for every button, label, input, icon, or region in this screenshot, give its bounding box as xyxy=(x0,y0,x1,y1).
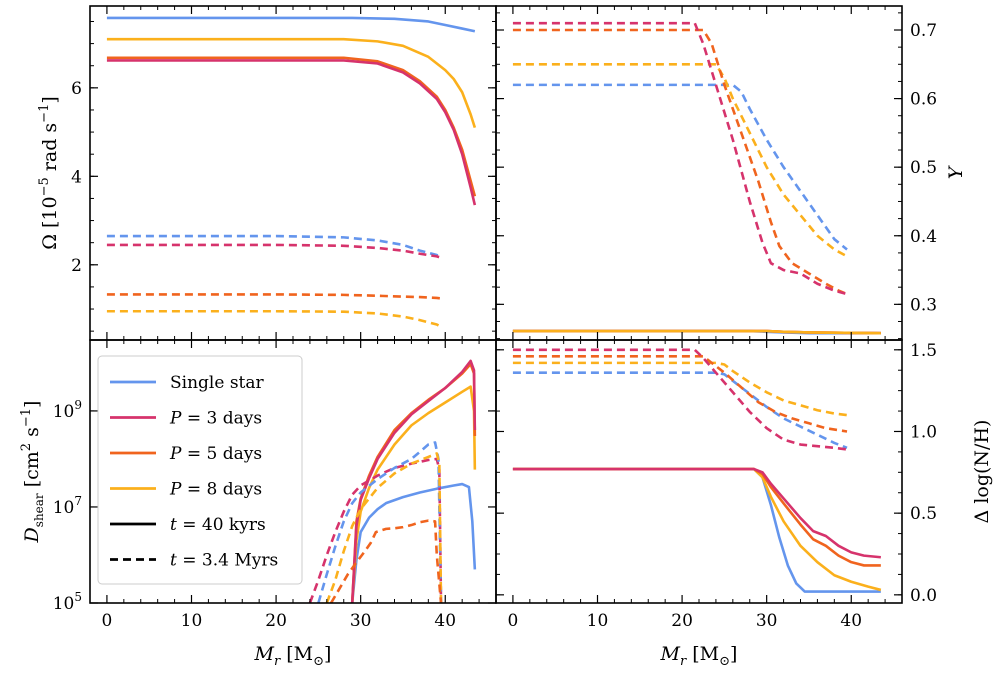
omega-frame xyxy=(89,5,497,341)
dshear-line-p3-solid xyxy=(350,359,477,603)
omega-line-p3-dashed xyxy=(106,243,442,259)
helium-ytick-label: 0.5 xyxy=(910,158,937,178)
dshear-xtick-label: 20 xyxy=(265,611,287,631)
nitrogen-xtick-label: 20 xyxy=(671,611,693,631)
dshear-line-single-solid xyxy=(350,482,477,603)
dshear-series-group xyxy=(308,359,477,603)
helium-line-p3-dashed xyxy=(512,21,848,296)
legend-label-0: Single star xyxy=(170,373,265,393)
dshear-line-p8-dashed xyxy=(325,452,443,603)
panel-nitrogen: 0 10 20 30 40 0.0 0.5 1.0 1.5 xyxy=(495,339,937,631)
dshear-xtick-label: 40 xyxy=(434,611,456,631)
omega-line-p3-solid xyxy=(106,59,477,206)
helium-series-group xyxy=(512,21,881,335)
nitrogen-ylabel: Δ log(N/H) xyxy=(971,420,993,524)
helium-line-p5-dashed xyxy=(512,28,848,296)
dshear-line-single-dashed xyxy=(317,441,443,603)
nitrogen-line-p3-solid xyxy=(512,467,881,559)
omega-ytick-label: 2 xyxy=(71,256,82,276)
nitrogen-ytick-label: 1.0 xyxy=(910,422,937,442)
omega-line-p5-solid xyxy=(106,56,477,197)
legend-label-4: t = 40 kyrs xyxy=(170,515,266,535)
dshear-xtick-label: 30 xyxy=(350,611,372,631)
legend-label-3: P = 8 days xyxy=(169,480,262,500)
dshear-xtick-label: 10 xyxy=(181,611,203,631)
dshear-xtick-label: 0 xyxy=(102,611,113,631)
nitrogen-line-p8-dashed xyxy=(512,361,848,417)
dshear-ylabel: Dshear [cm2 s−1] xyxy=(19,401,46,544)
helium-line-single-dashed xyxy=(512,83,848,251)
helium-ylabel: Y xyxy=(945,164,967,179)
helium-frame xyxy=(495,5,903,341)
nitrogen-xtick-label: 30 xyxy=(756,611,778,631)
legend-label-5: t = 3.4 Myrs xyxy=(170,551,278,571)
omega-series-group xyxy=(106,16,477,328)
omega-ytick-label: 6 xyxy=(71,79,82,99)
omega-line-p8-dashed xyxy=(106,309,442,328)
legend-label-2: P = 5 days xyxy=(169,444,262,464)
helium-line-p8-dashed xyxy=(512,63,848,258)
nitrogen-line-single-dashed xyxy=(512,371,848,450)
omega-ylabel: Ω [10−5 rad s−1] xyxy=(37,96,61,250)
omega-line-single-solid xyxy=(106,16,476,33)
omega-line-p5-dashed xyxy=(106,293,442,300)
panel-helium: 0.3 0.4 0.5 0.6 0.7 xyxy=(495,5,937,341)
omega-ytick-label: 4 xyxy=(71,167,82,187)
nitrogen-line-p5-solid xyxy=(512,467,881,567)
nitrogen-ytick-label: 0.0 xyxy=(910,586,937,606)
panel-dshear: 0 10 20 30 40 105 107 109 xyxy=(53,339,497,631)
legend-box xyxy=(97,355,303,585)
omega-line-p8-solid xyxy=(106,37,477,129)
legend-label-1: P = 3 days xyxy=(169,409,262,429)
nitrogen-ytick-label: 0.5 xyxy=(910,504,937,524)
omega-line-single-dashed xyxy=(106,234,442,259)
dshear-line-p3-dashed xyxy=(308,457,443,603)
legend: Single star P = 3 days P = 5 days P = 8 day… xyxy=(97,355,303,585)
dshear-line-p5-dashed xyxy=(329,519,443,603)
nitrogen-series-group xyxy=(512,348,882,593)
nitrogen-frame xyxy=(495,339,903,604)
helium-ytick-label: 0.3 xyxy=(910,295,937,315)
dshear-ytick-label: 109 xyxy=(53,398,82,422)
nitrogen-xtick-label: 10 xyxy=(587,611,609,631)
nitrogen-xtick-label: 0 xyxy=(508,611,519,631)
nitrogen-line-single-solid xyxy=(512,467,881,593)
nitrogen-line-p8-solid xyxy=(512,467,882,592)
helium-line-p8-solid xyxy=(512,329,881,335)
dshear-xlabel: Mr [M⊙] xyxy=(254,643,332,669)
helium-ytick-label: 0.7 xyxy=(910,21,937,41)
nitrogen-line-p5-dashed xyxy=(512,355,848,433)
helium-ytick-label: 0.6 xyxy=(910,90,937,110)
nitrogen-ytick-label: 1.5 xyxy=(910,341,937,361)
helium-ytick-label: 0.4 xyxy=(910,227,937,247)
dshear-ytick-label: 107 xyxy=(53,494,82,518)
nitrogen-line-p3-dashed xyxy=(512,348,848,451)
nitrogen-xlabel: Mr [M⊙] xyxy=(660,643,738,669)
nitrogen-xtick-label: 40 xyxy=(840,611,862,631)
dshear-ytick-label: 105 xyxy=(53,590,82,614)
panel-omega: 2 4 6 xyxy=(71,5,497,341)
